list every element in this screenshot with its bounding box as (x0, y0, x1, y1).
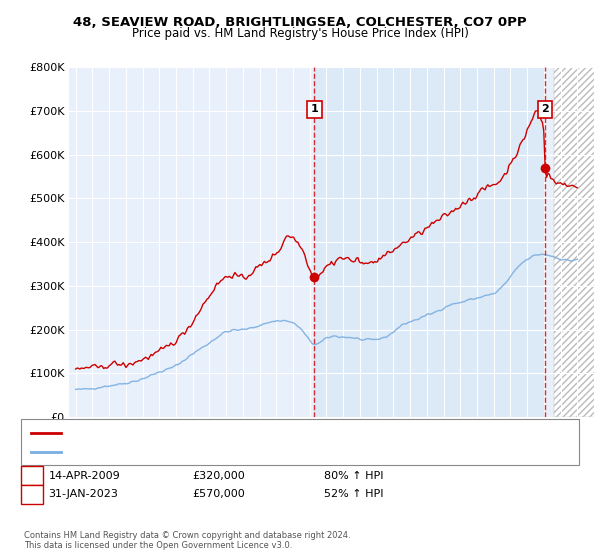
Text: Contains HM Land Registry data © Crown copyright and database right 2024.
This d: Contains HM Land Registry data © Crown c… (24, 530, 350, 550)
Text: 80% ↑ HPI: 80% ↑ HPI (324, 471, 383, 481)
Text: £570,000: £570,000 (192, 489, 245, 500)
Text: 48, SEAVIEW ROAD, BRIGHTLINGSEA, COLCHESTER, CO7 0PP: 48, SEAVIEW ROAD, BRIGHTLINGSEA, COLCHES… (73, 16, 527, 29)
Text: £320,000: £320,000 (192, 471, 245, 481)
Bar (314, 67, 545, 417)
Text: 31-JAN-2023: 31-JAN-2023 (49, 489, 118, 500)
Text: 1: 1 (311, 104, 319, 114)
Text: 14-APR-2009: 14-APR-2009 (49, 471, 121, 481)
Text: 2: 2 (28, 489, 35, 500)
Text: 52% ↑ HPI: 52% ↑ HPI (324, 489, 383, 500)
Text: 48, SEAVIEW ROAD, BRIGHTLINGSEA, COLCHESTER, CO7 0PP (detached house): 48, SEAVIEW ROAD, BRIGHTLINGSEA, COLCHES… (67, 428, 480, 438)
Bar (554, 67, 600, 417)
Text: 1: 1 (28, 471, 35, 481)
Text: HPI: Average price, detached house, Tendring: HPI: Average price, detached house, Tend… (67, 447, 305, 457)
Text: 2: 2 (541, 104, 549, 114)
Text: Price paid vs. HM Land Registry's House Price Index (HPI): Price paid vs. HM Land Registry's House … (131, 27, 469, 40)
Bar (554, 67, 600, 417)
